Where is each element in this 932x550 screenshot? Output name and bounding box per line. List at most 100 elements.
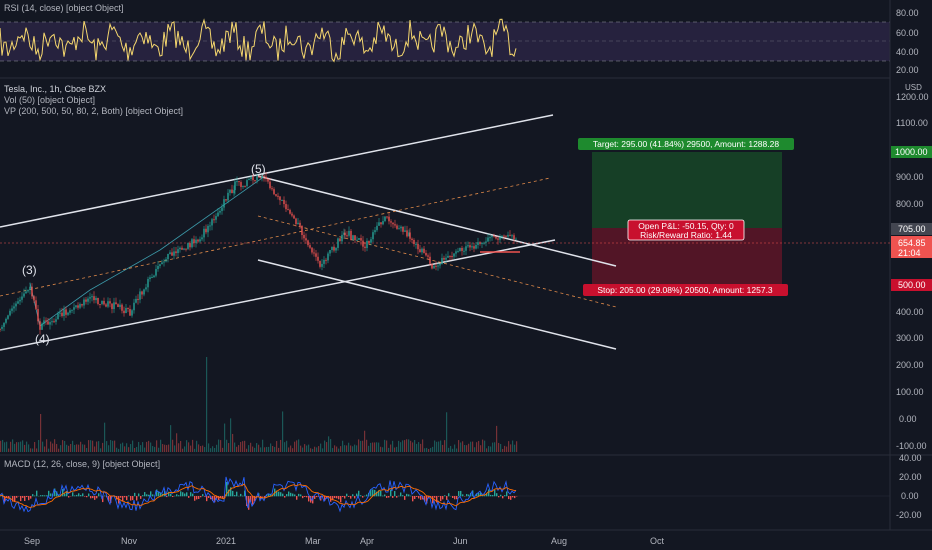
- svg-text:Open P&L: -50.15, Qty: 0: Open P&L: -50.15, Qty: 0: [638, 221, 734, 231]
- macd-histogram-bar: [340, 496, 342, 503]
- volume-bar: [94, 446, 96, 452]
- volume-bar: [126, 443, 128, 452]
- candle-body: [451, 256, 453, 258]
- macd-histogram-bar: [202, 494, 204, 497]
- symbol-title[interactable]: Tesla, Inc., 1h, Cboe BZX: [4, 84, 107, 94]
- candle-body: [175, 251, 177, 254]
- macd-histogram-bar: [432, 496, 434, 504]
- macd-histogram-bar: [364, 495, 366, 497]
- candle-body: [441, 257, 443, 264]
- candle-body: [145, 287, 147, 290]
- time-tick: Apr: [360, 536, 374, 546]
- volume-bar: [12, 439, 14, 452]
- macd-histogram-bar: [384, 494, 386, 497]
- time-tick: Jun: [453, 536, 468, 546]
- volume-bar: [332, 448, 334, 452]
- volume-bar: [196, 440, 198, 452]
- volume-bar: [404, 440, 406, 452]
- svg-text:1000.00: 1000.00: [895, 147, 928, 157]
- candle-body: [123, 310, 125, 314]
- svg-text:21:04: 21:04: [898, 248, 921, 258]
- rsi-legend[interactable]: RSI (14, close) [object Object]: [4, 3, 124, 13]
- volume-bar: [406, 439, 408, 452]
- macd-histogram-bar: [380, 490, 382, 497]
- macd-histogram-bar: [392, 496, 394, 498]
- volume-bar: [202, 445, 204, 452]
- main-legend[interactable]: Tesla, Inc., 1h, Cboe BZX Vol (50) [obje…: [4, 84, 183, 117]
- volume-bar: [424, 448, 426, 452]
- macd-histogram-bar: [126, 496, 128, 501]
- volume-bar: [154, 446, 156, 452]
- macd-histogram-bar: [302, 496, 304, 499]
- volume-bar: [244, 440, 246, 452]
- macd-histogram-bar: [4, 496, 6, 502]
- macd-histogram-bar: [358, 490, 360, 497]
- candle-body: [335, 247, 337, 251]
- macd-histogram-bar: [182, 492, 184, 497]
- candle-body: [13, 306, 15, 309]
- volume-bar: [268, 446, 270, 452]
- volume-bar: [416, 443, 418, 452]
- volume-bar: [78, 444, 80, 452]
- candle-body: [354, 235, 356, 241]
- volume-bar: [40, 413, 42, 452]
- candle-body: [368, 240, 370, 243]
- macd-histogram-bar: [234, 495, 236, 497]
- vol-legend[interactable]: Vol (50) [object Object]: [4, 95, 96, 105]
- volume-bar: [236, 446, 238, 452]
- vp-legend[interactable]: VP (200, 500, 50, 80, 2, Both) [object O…: [4, 106, 183, 116]
- candle-body: [236, 181, 238, 183]
- volume-bar: [338, 448, 340, 452]
- volume-bar: [62, 440, 64, 452]
- candle-body: [238, 181, 240, 183]
- volume-bar: [158, 447, 160, 452]
- volume-bar: [336, 446, 338, 452]
- macd-histogram-bar: [128, 495, 130, 497]
- volume-bar: [516, 441, 518, 452]
- candle-body: [197, 239, 199, 242]
- candle-body: [137, 298, 139, 300]
- volume-bar: [456, 448, 458, 452]
- macd-histogram-bar: [296, 496, 298, 500]
- macd-histogram-bar: [134, 492, 136, 497]
- volume-bar: [326, 442, 328, 452]
- candle-body: [503, 235, 505, 237]
- volume-bar: [16, 442, 18, 452]
- candle-body: [19, 299, 21, 302]
- macd-histogram-bar: [462, 494, 464, 497]
- candle-body: [240, 182, 242, 187]
- volume-bar: [162, 444, 164, 452]
- macd-histogram-bar: [282, 493, 284, 497]
- macd-histogram-bar: [166, 496, 168, 498]
- drawings[interactable]: [0, 114, 890, 351]
- volume-bar: [204, 447, 206, 452]
- volume-bar: [508, 441, 510, 452]
- volume-bar: [392, 440, 394, 452]
- marker-1000: 1000.00: [891, 146, 932, 158]
- volume-bar: [280, 439, 282, 452]
- volume-bar: [218, 439, 220, 452]
- volume-bar: [454, 444, 456, 452]
- candle-body: [256, 176, 258, 181]
- volume-bar: [72, 440, 74, 452]
- macd-histogram-bar: [416, 496, 418, 497]
- macd-histogram-bar: [104, 495, 106, 497]
- volume-bar: [356, 445, 358, 452]
- macd-histogram-bar: [270, 494, 272, 497]
- candle-body: [89, 297, 91, 299]
- candle-body: [467, 245, 469, 247]
- candle-body: [105, 304, 107, 307]
- candle-body: [509, 234, 511, 236]
- volume-bar: [274, 446, 276, 452]
- macd-legend[interactable]: MACD (12, 26, close, 9) [object Object]: [4, 459, 161, 469]
- long-position-tool[interactable]: [592, 152, 782, 284]
- volume-bar: [262, 439, 264, 452]
- candle-body: [317, 256, 319, 261]
- macd-histogram-bar: [334, 496, 336, 499]
- candle-body: [107, 301, 109, 307]
- macd-histogram-bar: [496, 493, 498, 497]
- macd-histogram-bar: [146, 494, 148, 497]
- candle-body: [221, 207, 223, 211]
- volume-bar: [266, 446, 268, 452]
